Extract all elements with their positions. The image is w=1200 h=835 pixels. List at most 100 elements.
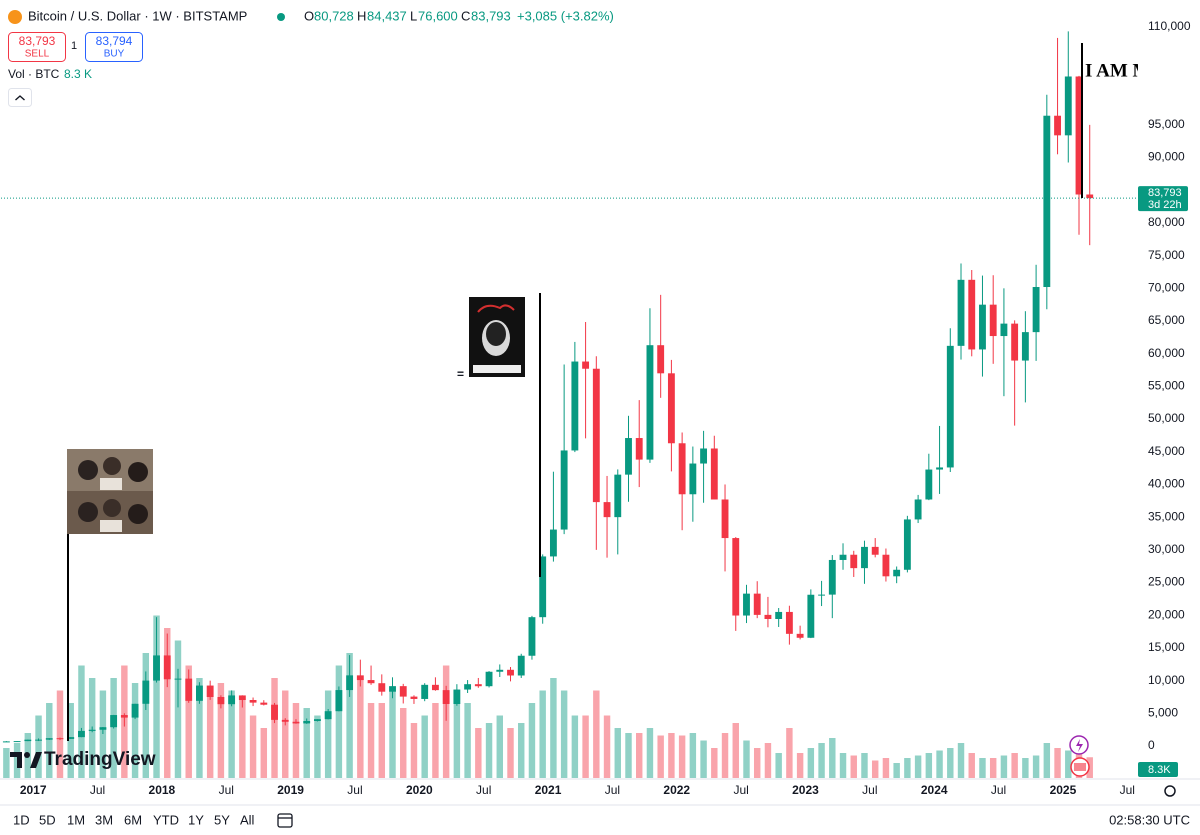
volume-bar (217, 683, 225, 778)
candle-body (303, 720, 311, 724)
y-tick-label: 10,000 (1148, 673, 1185, 687)
candle-body (592, 368, 600, 503)
candle-body (828, 559, 836, 595)
candle-body (871, 546, 879, 555)
candle-body (925, 469, 933, 500)
candle-body (271, 704, 278, 720)
candle-body (667, 373, 675, 444)
quantity: 1 (71, 40, 77, 52)
volume-bar (196, 678, 203, 778)
brand-name: TradingView (44, 749, 156, 770)
settings-button[interactable] (1164, 785, 1176, 797)
collapse-button[interactable] (8, 88, 32, 107)
candle-body (732, 538, 740, 616)
volume-bar (753, 748, 761, 778)
volume-bar (142, 653, 150, 778)
x-tick-label: Jul (1120, 783, 1135, 797)
range-button[interactable]: 3M (95, 812, 113, 827)
x-tick-label: 2023 (792, 783, 819, 797)
volume-bar (164, 628, 171, 778)
volume-bar (732, 723, 739, 778)
volume-bar (936, 750, 943, 778)
candle-body (839, 554, 847, 560)
range-button[interactable]: 6M (124, 812, 142, 827)
volume-bar (1032, 755, 1040, 778)
candle-body (335, 690, 343, 712)
volume-bar (550, 678, 557, 778)
sell-button[interactable]: 83,793 SELL (8, 32, 66, 62)
y-tick-label: 80,000 (1148, 215, 1185, 229)
candle-body (45, 738, 53, 740)
candle-body (313, 719, 321, 721)
candle-body (946, 345, 954, 468)
volume-bar (882, 758, 890, 778)
candle-body (431, 684, 439, 691)
candle-body (356, 675, 364, 681)
ohlc-value: 84,437 (367, 8, 407, 23)
y-tick-label: 95,000 (1148, 117, 1185, 131)
range-button[interactable]: 5Y (214, 812, 230, 827)
candle-body (292, 721, 300, 724)
candle-body (88, 729, 96, 731)
volume-bar (657, 735, 664, 778)
album-cover (469, 297, 525, 377)
candle-body (743, 593, 750, 616)
candle-body (163, 655, 171, 680)
volume-bar (1011, 753, 1018, 778)
candle-body (99, 727, 107, 730)
volume-bar (571, 715, 579, 778)
y-tick-label: 5,000 (1148, 705, 1178, 719)
price-axis (1138, 0, 1200, 780)
volume-bar (539, 690, 546, 778)
y-tick-label: 75,000 (1148, 248, 1185, 262)
candle-body (635, 438, 643, 460)
volume-bar (367, 703, 375, 778)
volume-legend-value: 8.3 K (64, 67, 92, 81)
buy-button[interactable]: 83,794 BUY (85, 32, 143, 62)
date-range-button[interactable] (277, 813, 293, 828)
change: +3,085 (+3.82%) (517, 8, 614, 23)
candle-body (657, 345, 665, 374)
volume-bar (239, 698, 246, 778)
x-tick-label: 2025 (1050, 783, 1077, 797)
last-price-label: 83,793 (1148, 187, 1182, 199)
range-button[interactable]: 1M (67, 812, 85, 827)
volume-bar (528, 703, 536, 778)
volume-bar (131, 683, 139, 778)
x-tick-label: 2024 (921, 783, 948, 797)
candle-body (485, 671, 493, 687)
candle-body (571, 361, 579, 451)
candle-body (1000, 323, 1008, 337)
volume-bar (957, 743, 965, 778)
y-tick-label: 15,000 (1148, 640, 1185, 654)
y-tick-label: 55,000 (1148, 379, 1185, 393)
sell-price: 83,793 (19, 34, 56, 48)
candle-body (507, 669, 514, 676)
range-button[interactable]: YTD (153, 812, 179, 827)
volume-bar (3, 748, 10, 778)
range-button[interactable]: 5D (39, 812, 56, 827)
plot-area (1, 31, 1138, 778)
candle-body (764, 614, 772, 620)
volume-bar (721, 733, 729, 778)
candle-body (1064, 76, 1072, 136)
ohlc-label: O (304, 8, 314, 23)
x-tick-label: 2022 (663, 783, 690, 797)
album-cover (67, 449, 153, 534)
candle-body (378, 683, 386, 692)
range-button[interactable]: All (240, 812, 255, 827)
volume-bar (324, 690, 332, 778)
candle-body (13, 741, 21, 743)
range-button[interactable]: 1D (13, 812, 30, 827)
candle-body (646, 345, 654, 460)
volume-bar (979, 758, 986, 778)
candle-body (174, 678, 182, 680)
volume-bar (871, 760, 879, 778)
candle-body (410, 696, 418, 699)
candle-body (807, 594, 815, 638)
volume-bar (839, 753, 847, 778)
volume-bar (989, 758, 997, 778)
candle-body (753, 593, 761, 615)
range-button[interactable]: 1Y (188, 812, 204, 827)
